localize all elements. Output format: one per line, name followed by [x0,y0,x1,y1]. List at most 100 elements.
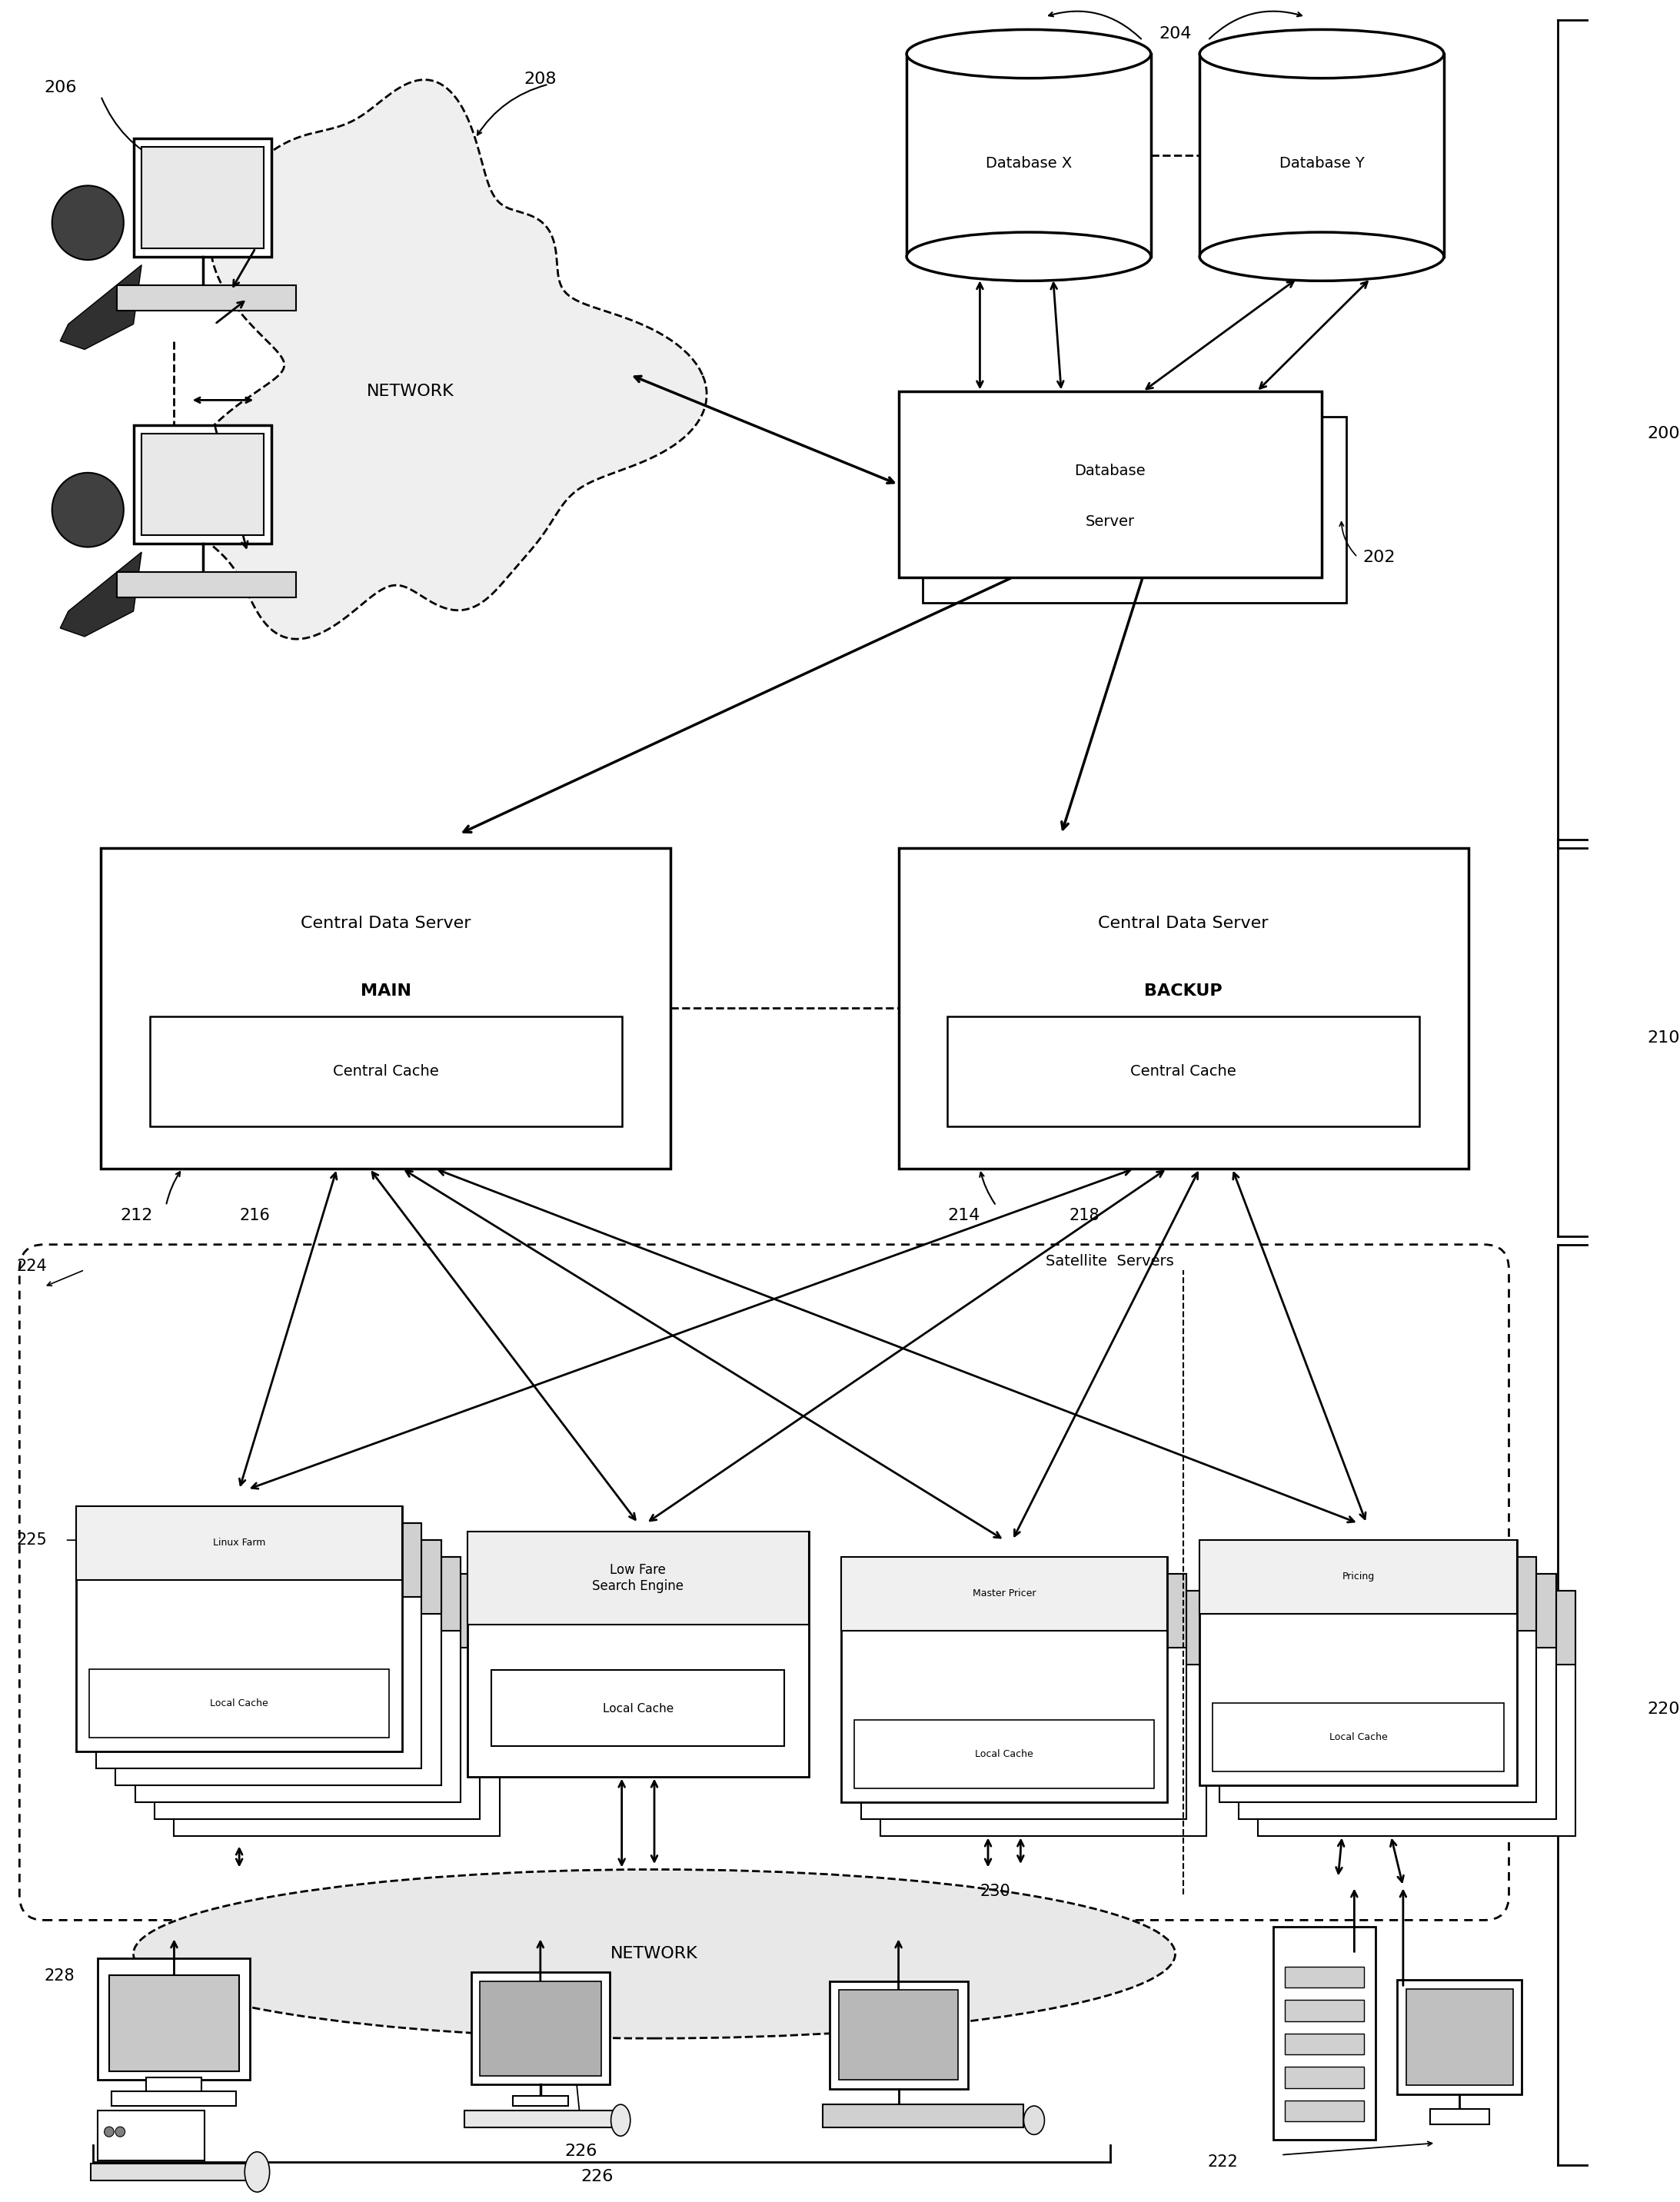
FancyBboxPatch shape [97,2110,205,2160]
FancyBboxPatch shape [133,139,272,258]
Text: 220: 220 [1648,1702,1680,1718]
FancyBboxPatch shape [492,1669,785,1746]
Text: NETWORK: NETWORK [366,383,454,399]
Circle shape [52,185,124,260]
Circle shape [116,2127,124,2136]
FancyBboxPatch shape [855,1720,1154,1788]
Text: Low Fare
Search Engine: Low Fare Search Engine [593,1563,684,1592]
FancyBboxPatch shape [862,1574,1186,1819]
Text: 230: 230 [979,1883,1010,1898]
Text: Central Cache: Central Cache [333,1064,438,1079]
Bar [1200,53,1443,258]
Bar [907,53,1151,258]
Text: Local Cache: Local Cache [1329,1733,1388,1742]
Text: 222: 222 [1208,2154,1238,2169]
FancyBboxPatch shape [141,148,264,249]
FancyBboxPatch shape [470,1973,610,2085]
Text: Local Cache: Local Cache [603,1702,674,1715]
FancyBboxPatch shape [862,1574,1186,1647]
FancyBboxPatch shape [1200,1539,1517,1614]
Polygon shape [60,553,141,636]
Ellipse shape [133,1869,1176,2039]
FancyBboxPatch shape [1258,1590,1576,1836]
Ellipse shape [612,2105,630,2136]
FancyBboxPatch shape [118,573,296,597]
Text: Linux Farm: Linux Farm [257,1572,299,1581]
FancyBboxPatch shape [1273,1927,1376,2140]
Text: 210: 210 [1648,1031,1680,1046]
FancyBboxPatch shape [948,1017,1420,1127]
Ellipse shape [907,231,1151,282]
FancyBboxPatch shape [141,434,264,535]
FancyBboxPatch shape [1285,2068,1364,2087]
FancyBboxPatch shape [922,416,1346,603]
Text: 214: 214 [948,1209,979,1224]
FancyBboxPatch shape [1430,2110,1488,2125]
Polygon shape [60,264,141,350]
Text: 226: 226 [564,2145,598,2160]
Text: Linux Farm: Linux Farm [277,1590,319,1599]
Text: Local Cache: Local Cache [974,1748,1033,1759]
Text: BACKUP: BACKUP [1144,984,1223,1000]
FancyBboxPatch shape [1220,1557,1537,1629]
FancyBboxPatch shape [109,1975,239,2072]
Text: Pricing: Pricing [1366,1590,1391,1599]
FancyBboxPatch shape [133,425,272,544]
FancyBboxPatch shape [838,1991,958,2081]
Text: Satellite  Servers: Satellite Servers [1047,1255,1174,1268]
Text: 228: 228 [44,1969,74,1984]
Text: Master Pricer: Master Pricer [1000,1607,1048,1614]
Text: Linux Farm: Linux Farm [213,1537,265,1548]
FancyBboxPatch shape [89,1669,390,1737]
FancyBboxPatch shape [113,2092,237,2105]
Text: 225: 225 [17,1533,47,1548]
FancyBboxPatch shape [1285,1966,1364,1988]
Text: NETWORK: NETWORK [610,1947,699,1962]
Text: 202: 202 [1362,550,1394,566]
FancyBboxPatch shape [134,1557,460,1801]
FancyBboxPatch shape [1220,1557,1537,1801]
FancyBboxPatch shape [1285,1999,1364,2021]
Text: Database X: Database X [986,156,1072,172]
Text: Database: Database [1075,465,1146,478]
Text: Central Data Server: Central Data Server [301,916,470,931]
Text: Central Cache: Central Cache [1131,1064,1236,1079]
FancyBboxPatch shape [116,1539,442,1786]
FancyBboxPatch shape [1406,1988,1514,2085]
FancyBboxPatch shape [880,1590,1206,1665]
FancyBboxPatch shape [464,2110,617,2127]
Text: MAIN: MAIN [361,984,412,1000]
Text: Pricing: Pricing [1342,1572,1374,1581]
Text: 204: 204 [1159,26,1191,42]
FancyBboxPatch shape [1238,1574,1556,1647]
FancyBboxPatch shape [880,1590,1206,1836]
FancyBboxPatch shape [467,1533,810,1625]
FancyBboxPatch shape [146,2076,202,2094]
Ellipse shape [1200,29,1443,79]
Text: 226: 226 [581,2169,613,2184]
Text: Database Y: Database Y [1278,156,1364,172]
Text: 200: 200 [1648,427,1680,443]
Text: Pricing: Pricing [1384,1607,1410,1614]
FancyBboxPatch shape [842,1557,1168,1629]
Ellipse shape [1200,231,1443,282]
FancyBboxPatch shape [134,1557,460,1629]
Text: Server: Server [1085,515,1134,528]
Polygon shape [178,79,707,639]
Text: 212: 212 [121,1209,153,1224]
FancyBboxPatch shape [77,1506,402,1579]
FancyBboxPatch shape [1238,1574,1556,1819]
Text: 206: 206 [44,79,77,95]
FancyBboxPatch shape [97,1958,250,2081]
FancyBboxPatch shape [830,1982,968,2090]
FancyBboxPatch shape [1200,1539,1517,1786]
FancyBboxPatch shape [479,1982,601,2076]
FancyBboxPatch shape [175,1590,499,1665]
Text: Local Cache: Local Cache [210,1698,269,1709]
FancyBboxPatch shape [155,1574,480,1647]
Text: Master Pricer: Master Pricer [1018,1623,1068,1632]
Text: Linux Farm: Linux Farm [297,1607,338,1614]
FancyBboxPatch shape [91,2162,257,2180]
FancyBboxPatch shape [96,1524,422,1768]
Circle shape [52,473,124,546]
